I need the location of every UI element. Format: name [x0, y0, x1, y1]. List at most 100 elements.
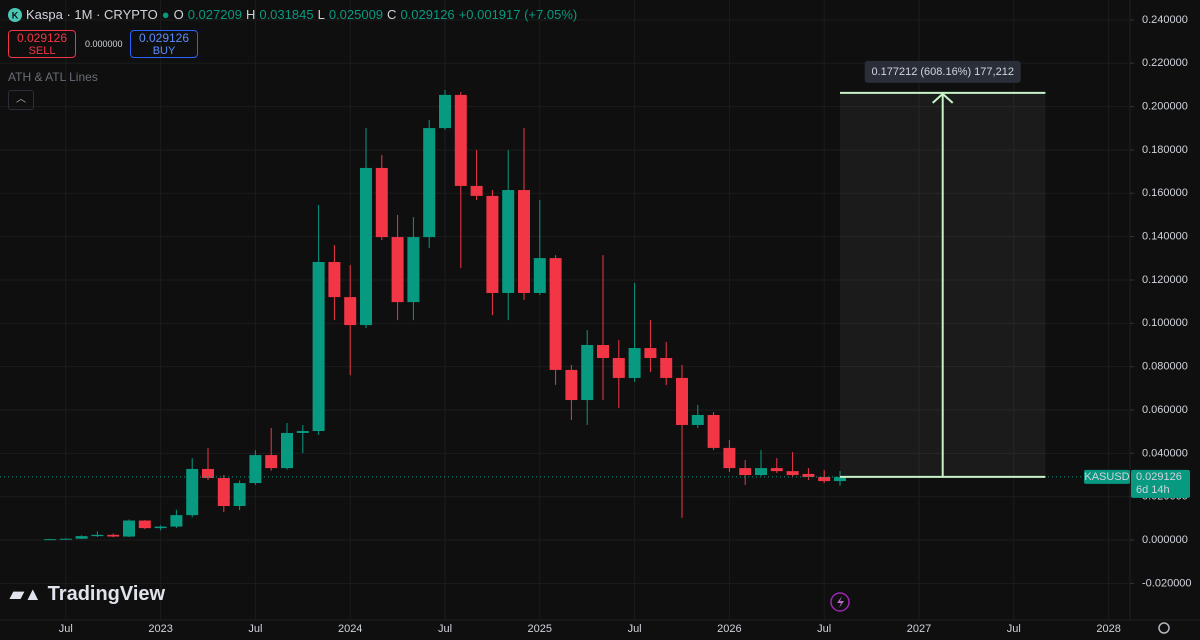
candle-body	[154, 526, 167, 529]
symbol-icon: K	[8, 7, 22, 22]
candle-body	[375, 167, 388, 238]
y-tick-label: 0.200000	[1142, 101, 1188, 113]
x-tick-label: Jul	[1007, 623, 1021, 635]
candle-body	[296, 431, 309, 433]
candle-body	[470, 185, 483, 196]
candle-body	[644, 348, 657, 359]
ohlc-value: 0.025009	[328, 7, 384, 22]
candle-body	[691, 414, 704, 425]
symbol-name[interactable]: Kaspa · 1M · CRYPTO	[26, 7, 158, 22]
candle-body	[707, 414, 720, 448]
candle-body	[202, 468, 214, 479]
x-tick-label: 2025	[528, 623, 552, 635]
candle-body	[802, 473, 815, 477]
logo[interactable]: ▰▲ TradingView	[10, 583, 165, 606]
x-tick-label: Jul	[59, 623, 73, 635]
y-tick-label: 0.100000	[1142, 317, 1188, 329]
collapse-button[interactable]: ︿	[8, 90, 34, 110]
candle-body	[581, 344, 594, 401]
y-tick-label: 0.120000	[1142, 274, 1188, 286]
ohlc-value: 0.031845	[259, 7, 314, 22]
candle-body	[360, 167, 372, 326]
measure-tooltip	[864, 60, 1021, 83]
candle-body	[186, 468, 199, 516]
ohlc-value: 0.029126	[400, 7, 455, 22]
candle-body	[628, 348, 641, 378]
ohlc-label: H	[245, 7, 256, 22]
logo-text: TradingView	[47, 583, 166, 605]
x-tick-label: 2026	[717, 623, 741, 635]
candle-body	[439, 94, 451, 129]
symbol-header: K Kaspa · 1M · CRYPTO ● O 0.027209 H 0.031…	[8, 7, 577, 22]
candle-body	[249, 455, 262, 484]
candle-body	[612, 358, 625, 378]
sell-price: 0.029126	[16, 31, 68, 45]
candle-body	[217, 478, 230, 507]
y-tick-label: 0.000000	[1142, 534, 1188, 546]
change: +0.001917 (+7.05%)	[458, 7, 578, 22]
countdown-text: 6d 14h	[1136, 484, 1170, 496]
x-tick-label: Jul	[248, 623, 262, 635]
buy-price: 0.029126	[138, 31, 190, 45]
candle-body	[597, 344, 609, 359]
ohlc-label: O	[173, 7, 184, 22]
ohlc-value: 0.027209	[187, 7, 242, 22]
candle-body	[344, 297, 357, 326]
candle-body	[391, 237, 404, 303]
candle-body	[91, 534, 104, 537]
x-tick-label: Jul	[817, 623, 831, 635]
candle-body	[723, 447, 736, 469]
candle-body	[770, 468, 783, 472]
y-tick-label: 0.040000	[1142, 447, 1188, 459]
candle-body	[549, 258, 562, 370]
price-tag	[1131, 469, 1190, 498]
sell-label: SELL	[28, 45, 56, 57]
x-tick-label: Jul	[628, 623, 642, 635]
candle-body	[533, 258, 546, 293]
y-tick-label: -0.020000	[1142, 577, 1192, 589]
x-tick-label: 2024	[338, 623, 362, 635]
x-tick-label: 2023	[148, 623, 172, 635]
y-tick-label: 0.060000	[1142, 404, 1188, 416]
candle-body	[518, 190, 530, 293]
measure-label: 0.177212 (608.16%) 177,212	[871, 66, 1014, 78]
sell-button[interactable]: 0.029126 SELL	[8, 30, 76, 58]
candle-body	[328, 261, 341, 298]
y-tick-label: 0.140000	[1142, 231, 1188, 243]
candle-body	[123, 520, 135, 537]
alert-bolt	[837, 596, 844, 608]
y-tick-label: 0.220000	[1142, 57, 1188, 69]
buy-button[interactable]: 0.029126 BUY	[130, 30, 198, 58]
candle-body	[75, 536, 88, 539]
y-tick-label: 0.240000	[1142, 14, 1188, 26]
candle-body	[170, 515, 183, 527]
y-tick-label: 0.180000	[1142, 144, 1188, 156]
candle-layer	[44, 89, 846, 541]
x-tick-label: 2028	[1096, 623, 1120, 635]
candle-body	[423, 128, 436, 238]
buy-label: BUY	[152, 45, 176, 57]
ohlc-label: L	[317, 7, 325, 22]
spread: 0.000000	[85, 39, 123, 49]
candle-body	[281, 432, 293, 469]
settings-icon[interactable]	[1158, 622, 1170, 634]
alert-icon[interactable]	[830, 592, 850, 612]
candle-body	[565, 369, 578, 401]
svg-text:K: K	[12, 10, 19, 20]
candle-body	[44, 539, 56, 541]
indicator-name[interactable]: ATH & ATL Lines	[8, 70, 98, 84]
x-tick-label: Jul	[438, 623, 452, 635]
candle-body	[834, 476, 846, 482]
status-dot: ●	[161, 7, 170, 22]
symbol-tag	[1084, 469, 1130, 484]
candle-body	[818, 476, 831, 482]
candle-body	[312, 261, 325, 432]
measure-arrowhead	[932, 92, 954, 104]
candle-body	[59, 538, 72, 540]
candle-body	[676, 377, 688, 425]
logo-mark: ▰▲	[10, 584, 42, 604]
